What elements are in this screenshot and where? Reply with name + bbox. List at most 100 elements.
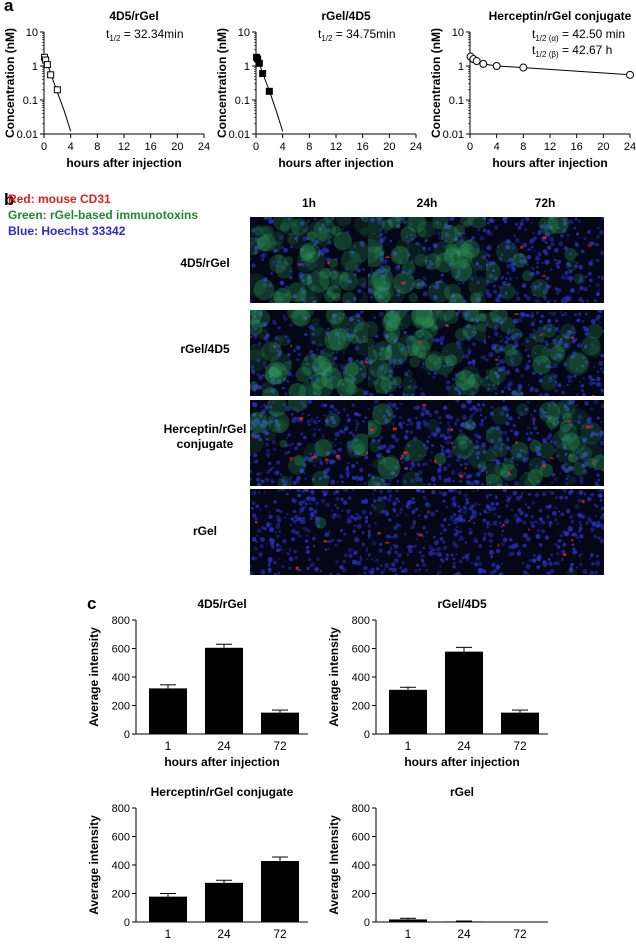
nucleus-dot — [406, 553, 410, 557]
nucleus-dot — [331, 318, 337, 324]
immunotoxin-blob — [327, 285, 341, 299]
nucleus-dot — [543, 414, 547, 418]
nucleus-dot — [460, 530, 463, 533]
nucleus-dot — [600, 389, 604, 393]
nucleus-dot — [569, 466, 573, 470]
nucleus-dot — [333, 356, 338, 361]
immunotoxin-blob — [382, 264, 392, 274]
immunotoxin-blob — [258, 328, 270, 340]
immunotoxin-blob — [450, 260, 473, 282]
nucleus-dot — [255, 319, 260, 325]
vessel-speck — [401, 282, 406, 285]
immunotoxin-blob — [279, 222, 290, 233]
immunotoxin-blob — [299, 361, 313, 376]
nucleus-dot — [250, 236, 253, 240]
immunotoxin-blob — [465, 310, 484, 322]
nucleus-dot — [384, 418, 389, 424]
nucleus-dot — [302, 403, 308, 409]
nucleus-dot — [286, 379, 290, 383]
nucleus-dot — [560, 275, 566, 280]
nucleus-dot — [384, 562, 390, 568]
nucleus-dot — [502, 217, 508, 221]
nucleus-dot — [560, 301, 564, 303]
nucleus-dot — [578, 520, 582, 525]
nucleus-dot — [353, 516, 358, 521]
nucleus-dot — [512, 490, 518, 496]
nucleus-dot — [369, 570, 375, 575]
nucleus-dot — [573, 374, 577, 378]
nucleus-dot — [374, 558, 379, 563]
nucleus-dot — [545, 343, 548, 346]
nucleus-dot — [466, 437, 469, 441]
nucleus-dot — [394, 496, 400, 502]
nucleus-dot — [508, 416, 513, 421]
nucleus-dot — [270, 272, 274, 275]
immunotoxin-blob — [565, 351, 590, 376]
nucleus-dot — [529, 386, 535, 392]
nucleus-dot — [498, 256, 503, 261]
nucleus-dot — [563, 342, 569, 348]
nucleus-dot — [319, 350, 325, 355]
immunotoxin-blob — [429, 323, 438, 332]
nucleus-dot — [268, 218, 274, 224]
nucleus-dot — [250, 461, 253, 464]
immunotoxin-blob — [303, 442, 324, 464]
nucleus-dot — [284, 392, 288, 396]
nucleus-dot — [580, 249, 585, 254]
nucleus-dot — [492, 383, 496, 387]
immunotoxin-blob — [320, 367, 343, 389]
nucleus-dot — [571, 337, 577, 343]
nucleus-dot — [426, 439, 430, 444]
nucleus-dot — [595, 555, 599, 558]
nucleus-dot — [300, 400, 305, 405]
nucleus-dot — [410, 259, 414, 263]
nucleus-dot — [469, 238, 473, 243]
nucleus-dot — [568, 568, 574, 574]
nucleus-dot — [277, 558, 280, 561]
nucleus-dot — [381, 274, 386, 279]
nucleus-dot — [501, 534, 504, 537]
nucleus-dot — [396, 479, 400, 483]
nucleus-dot — [363, 499, 368, 505]
nucleus-dot — [493, 331, 499, 336]
immunotoxin-blob — [317, 352, 335, 370]
nucleus-dot — [550, 428, 553, 431]
nucleus-dot — [535, 270, 540, 275]
nucleus-dot — [435, 429, 441, 435]
nucleus-dot — [544, 341, 549, 346]
vessel-speck — [495, 358, 498, 361]
nucleus-dot — [524, 450, 527, 453]
nucleus-dot — [547, 571, 552, 575]
nucleus-dot — [448, 489, 453, 493]
nucleus-dot — [549, 217, 555, 220]
nucleus-dot — [279, 473, 283, 477]
nucleus-dot — [253, 310, 256, 313]
bar — [501, 712, 539, 734]
vessel-speck — [464, 467, 467, 470]
immunotoxin-blob — [268, 254, 288, 274]
immunotoxin-blob — [274, 292, 290, 303]
nucleus-dot — [480, 356, 484, 359]
nucleus-dot — [600, 275, 604, 280]
nucleus-dot — [482, 355, 486, 361]
bar — [389, 689, 427, 734]
nucleus-dot — [486, 279, 490, 285]
nucleus-dot — [286, 437, 289, 440]
nucleus-dot — [313, 244, 316, 247]
nucleus-dot — [250, 365, 255, 369]
immunotoxin-blob — [368, 238, 383, 263]
nucleus-dot — [576, 446, 580, 451]
immunotoxin-blob — [384, 324, 400, 341]
nucleus-dot — [279, 280, 285, 286]
nucleus-dot — [339, 539, 343, 542]
immunotoxin-blob — [290, 218, 309, 236]
nucleus-dot — [268, 283, 272, 288]
nucleus-dot — [513, 234, 517, 238]
nucleus-dot — [592, 382, 595, 385]
vessel-speck — [445, 324, 449, 327]
immunotoxin-blob — [499, 283, 515, 300]
nucleus-dot — [289, 323, 294, 328]
nucleus-dot — [499, 320, 504, 325]
nucleus-dot — [582, 300, 585, 303]
nucleus-dot — [526, 263, 529, 267]
